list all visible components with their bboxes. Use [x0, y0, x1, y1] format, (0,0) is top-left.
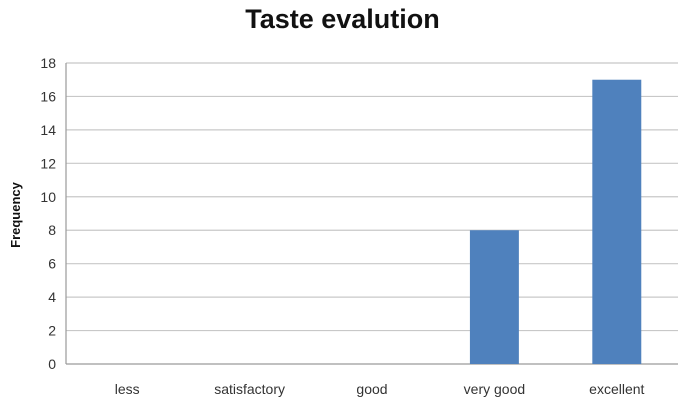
y-tick-label: 18: [40, 55, 56, 71]
y-axis-label: Frequency: [8, 181, 23, 248]
x-tick-labels: less satisfactory good very good excellent: [115, 381, 645, 397]
x-tick-label: less: [115, 381, 140, 397]
y-tick-label: 0: [48, 356, 56, 372]
x-tick-label: satisfactory: [214, 381, 285, 397]
bar-excellent: [592, 79, 642, 364]
gridlines: [66, 62, 678, 332]
y-tick-label: 10: [40, 189, 56, 205]
y-tick-label: 14: [40, 122, 56, 138]
y-tick-label: 4: [48, 289, 56, 305]
x-tick-label: good: [356, 381, 387, 397]
y-tick-label: 6: [48, 256, 56, 272]
x-tick-label: very good: [464, 381, 525, 397]
y-tick-label: 16: [40, 88, 56, 104]
y-tick-label: 12: [40, 155, 56, 171]
bar-very-good: [469, 230, 519, 364]
y-tick-label: 2: [48, 323, 56, 339]
y-tick-labels: 0 2 4 6 8 10 12 14 16 18: [40, 55, 56, 372]
bars: [469, 79, 642, 364]
axes: [65, 63, 678, 365]
y-tick-label: 8: [48, 222, 56, 238]
chart-title: Taste evalution: [245, 4, 440, 34]
x-tick-label: excellent: [589, 381, 644, 397]
